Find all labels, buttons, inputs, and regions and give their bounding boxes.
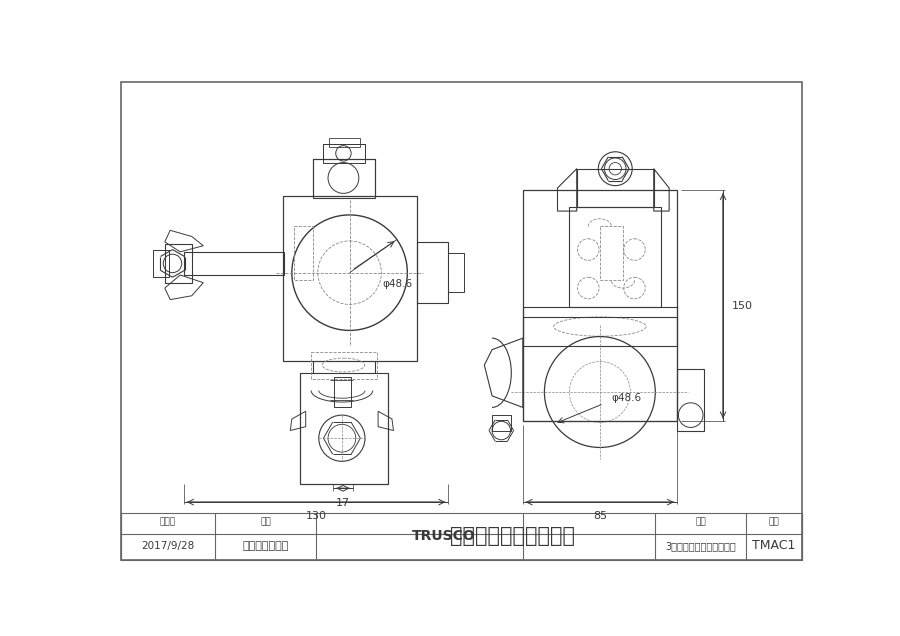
Bar [328,138,360,147]
Bar [523,317,677,421]
Text: 東京本社商品部: 東京本社商品部 [242,541,289,551]
Bar [448,253,464,292]
Bar [334,377,351,408]
Text: 作成日: 作成日 [160,517,176,526]
Bar [322,144,365,163]
Bar [418,242,448,303]
Bar [121,513,802,560]
Bar [523,307,677,346]
Bar [492,415,510,431]
Bar [677,369,704,431]
Bar [577,169,653,207]
Text: 3連マルチクランプ　直交: 3連マルチクランプ 直交 [665,541,736,551]
Bar [153,249,168,277]
Text: TMAC1: TMAC1 [752,539,796,552]
Bar [523,190,677,421]
Text: 130: 130 [306,511,327,522]
Text: 品番: 品番 [769,517,779,526]
Bar [313,160,375,198]
Bar [283,196,418,361]
Text: φ48.6: φ48.6 [611,393,642,403]
Bar [184,252,284,275]
Bar [294,226,313,280]
Bar [165,244,192,282]
Text: トラスコ中山株式会社: トラスコ中山株式会社 [450,527,575,546]
Text: 検図: 検図 [260,517,271,526]
Text: φ48.6: φ48.6 [382,279,412,289]
Text: TRUSCO: TRUSCO [411,529,475,543]
Text: 150: 150 [733,301,753,311]
Bar [300,373,388,485]
Bar [599,226,623,280]
Text: 2017/9/28: 2017/9/28 [141,541,194,551]
Bar [311,352,376,379]
Bar [569,207,662,307]
Text: 17: 17 [336,497,350,508]
Text: 品名: 品名 [696,517,706,526]
Text: 85: 85 [593,511,607,522]
